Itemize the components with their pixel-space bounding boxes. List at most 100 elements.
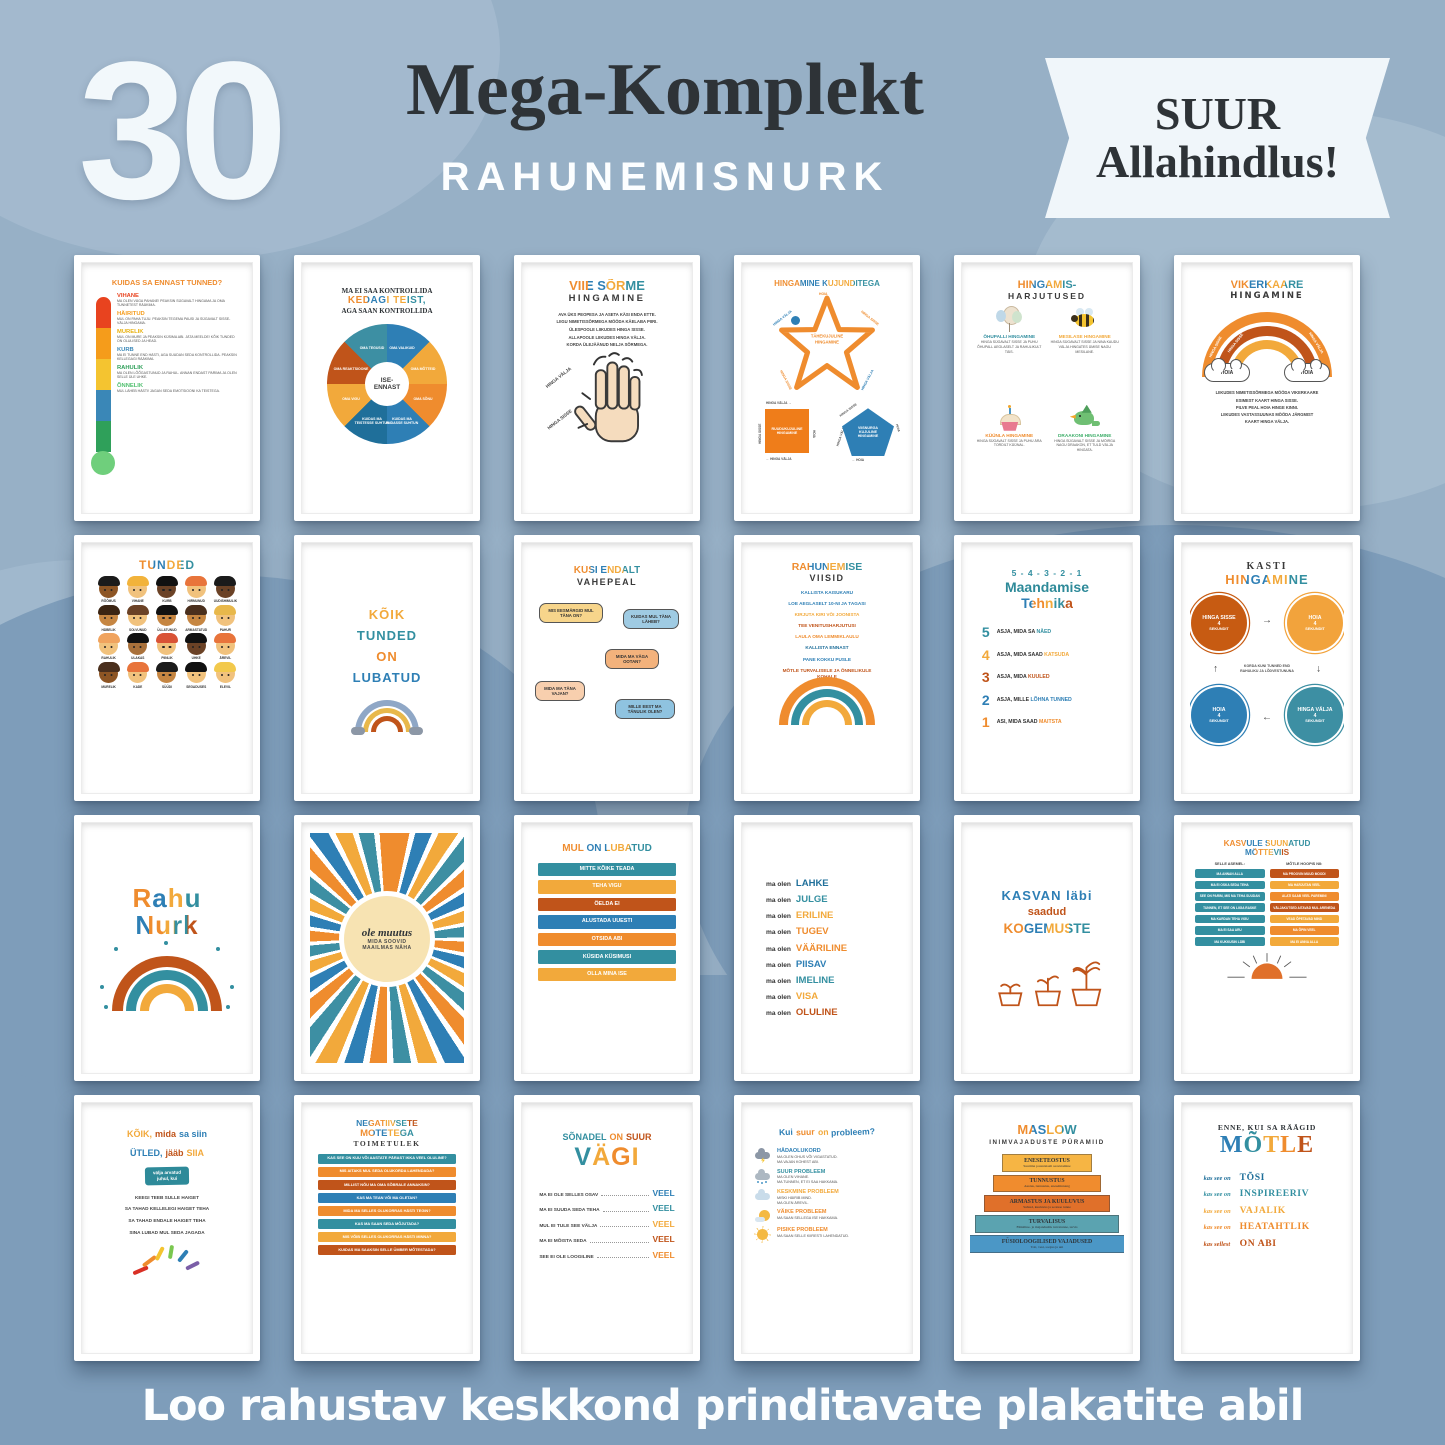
- title-word: probleem?: [830, 1126, 876, 1138]
- poster-frame-shape-breathing: HINGAMINE KUJUNDITEGA TÄHEKUJULINE HINGAM…: [734, 255, 920, 521]
- growth-mindset-column: MÕTLE HOOPIS NII: MA PROOVIN MUUD MOODI …: [1269, 862, 1339, 948]
- instruction-line: KORDA ÜLEJÄÄNUD NELJA SÕRMEGA.: [566, 342, 648, 348]
- header: 30 Mega-Komplekt RAHUNEMISNURK SUUR Alla…: [0, 0, 1445, 250]
- question-bar: KAS SEE ON KUU VÕI AASTATE PÄRAST IKKA V…: [317, 1153, 457, 1164]
- face-avatar: [97, 576, 120, 598]
- statement-word: ON: [376, 649, 398, 664]
- breeze-cloud-icon: [755, 1188, 772, 1204]
- list-item: PANE KOKKU PUSLE: [802, 656, 852, 662]
- title-word: ÜTLED,: [129, 1148, 163, 1159]
- poster-title-line: HARJUTUSED: [1007, 290, 1087, 301]
- statement-word: TUNDED: [356, 628, 418, 643]
- face-avatar: [214, 576, 237, 598]
- poster-frame-calm-corner: Rahu Nurk: [74, 815, 260, 1081]
- poster-frame-growth-mindset: KASVULE SUUNATUD MÕTTEVIIS SELLE ASEMEL:…: [1174, 815, 1360, 1081]
- exception-line: KEEGI TEEB SULLE HAIGET: [134, 1194, 200, 1200]
- speech-bubble: MIDA MA TÄNA VAJAN?: [535, 680, 585, 701]
- poster-frame-all-feelings-allowed: KÕIK TUNDED ON LUBATUD: [294, 535, 480, 801]
- pyramid-level: ARMASTUS JA KUULUVUS Suhted, kuuluvus ja …: [984, 1194, 1110, 1213]
- question-bar: MIDA MA SELLES OLUKORRAS HÄSTI TEGIN?: [317, 1206, 457, 1217]
- pyramid-level: ENESETEOSTUS Suurima potentsiaali saavuta…: [1002, 1154, 1092, 1172]
- star-icon: [779, 295, 875, 391]
- page-subtitle: RAHUNEMISNURK: [440, 155, 890, 199]
- question-bar: MILLIST NÕU MA OMA SÕBRALE ANNAKSIN?: [317, 1179, 457, 1190]
- mindset-item: VEAD ÕPETAVAD MIND: [1269, 914, 1339, 924]
- candle-cake-icon: [994, 404, 1024, 431]
- face-avatar: [185, 576, 208, 598]
- rainbow-icon: [779, 676, 875, 725]
- poster-title-line: KASTI: [1246, 561, 1288, 572]
- poster-title-line: VAHEPEAL: [576, 576, 638, 587]
- poster-title-line: AGA SAAN KONTROLLIDA: [341, 306, 433, 315]
- storm-cloud-icon: [755, 1148, 772, 1164]
- face-avatar: [155, 576, 178, 598]
- exercise-item: ÕHUPALLI HINGAMINE HINGA SÜGAVALT SISSE …: [975, 306, 1044, 398]
- poster-frame-breathing-exercises: HINGAMIS- HARJUTUSED ÕHUPALLI HINGAMINE …: [954, 255, 1140, 521]
- poster-title-word: Nurk: [135, 910, 199, 940]
- title-word: sa siin: [179, 1129, 208, 1139]
- affirmation-row: ma olen OLULINE: [766, 1007, 838, 1019]
- hand-icon: [574, 351, 643, 442]
- feeling-level: MURELIK MUL ON MURE JA PEAKSIN KÜSIMA ABI…: [117, 328, 235, 344]
- allowed-item: TEHA VIGU: [537, 880, 677, 894]
- allowed-item: ÖELDA EI: [537, 897, 677, 912]
- poster-frame-stays-here: KÕIK, mida sa siin ÜTLED, jääb SIIA välja ar…: [74, 1095, 260, 1361]
- dragon-icon: [1069, 404, 1100, 431]
- face-avatar: [155, 633, 178, 655]
- list-item: TEE VENITUSHARJUTUSI: [798, 623, 856, 629]
- title-big-word: MÕTLE: [1219, 1132, 1315, 1158]
- pentagon-breathing-diagram: HINGA SISSE HOIA ← HOIA HINGA VÄLJA VIIS…: [835, 402, 902, 463]
- instruction-line: LIIKUDES VASTASSUUNAS MÖÖDA JÄRGMIST: [1220, 411, 1314, 417]
- affirmation-row: ma olen JULGE: [766, 893, 828, 905]
- poster-frame-words-have-power: SÕNADEL ON SUUR VÄGI MA EI OLE SELLES OSAV…: [514, 1095, 700, 1361]
- poster-title: MASLOW: [1017, 1122, 1077, 1137]
- rain-cloud-icon: [755, 1168, 772, 1184]
- mindset-item: MA EI OSKA SEDA TEHA: [1195, 880, 1265, 890]
- problem-level: SUUR PROBLEEM MA OLEN VIHANE. MA TUNNEN, E…: [755, 1168, 899, 1186]
- instruction-line: PILVE PEAL HOIA HINGE KINNI.: [1235, 404, 1299, 410]
- poster-title: TUNDED: [139, 558, 195, 572]
- title-word: ON: [609, 1132, 624, 1142]
- poster-title-line: NEGATIIVSETE: [356, 1118, 418, 1128]
- rainbow-icon: [351, 698, 423, 735]
- face-avatar: [126, 576, 149, 598]
- poster-title-line: MÕTTEVIIS: [1244, 848, 1290, 858]
- balloon-icon: [994, 306, 1024, 333]
- affirmation-row: ma olen PIISAV: [766, 958, 827, 970]
- ribbon-line2: Allahindlus!: [1096, 136, 1339, 187]
- exception-line: SA TAHAD ENDALE HAIGET TEHA: [128, 1218, 206, 1224]
- poster-frame-i-am-allowed: MUL ON LUBATUD MITTE KÕIKE TEADA TEHA VI…: [514, 815, 700, 1081]
- think-row: kas see on HEATAHTLIK: [1203, 1221, 1310, 1233]
- exception-line: SA TAHAD KELLELEGI HAIGET TEHA: [124, 1206, 210, 1212]
- question-bar: KAS MA SAAN SEDA MÕJUTADA?: [317, 1219, 457, 1230]
- pyramid-level: TURVALISUS Füüsiline- ja majanduslik turv…: [975, 1214, 1119, 1233]
- title-word: SUUR: [626, 1132, 652, 1142]
- exercise-item: DRAAKONI HINGAMINE HINGA SÜGAVALT SISSE …: [1051, 404, 1120, 497]
- poster-title-line: TOIMETULEK: [353, 1138, 421, 1148]
- allowed-item: KÜSIDA KÜSIMUSI: [537, 950, 677, 964]
- box-breathing-cycle: HINGA SISSE 4 SEKUNDIT HOIA 4 SEKUNDIT HINGA…: [1190, 593, 1344, 745]
- script-quote: ole muutus: [361, 926, 413, 939]
- grounding-step: 5 ASJA, MIDA SA NÄED: [981, 624, 1052, 641]
- poster-frame-think-before-you-speak: ENNE, KUI SA RÄÄGID MÕTLE kas see on TÕSI…: [1174, 1095, 1360, 1361]
- poster-frame-negative-thoughts: NEGATIIVSETE MÕTETEGA TOIMETULEK KAS SEE…: [294, 1095, 480, 1361]
- footer-tagline: Loo rahustav keskkond prinditavate plaka…: [141, 1381, 1305, 1431]
- face-avatar: [126, 604, 149, 627]
- title-word: jääb: [165, 1148, 184, 1159]
- instruction-line: AVA ÜKS PEOPESA JA ASETA KÄSI ENDA ETTE.: [558, 311, 656, 317]
- grounding-step: 4 ASJA, MIDA SAAD KATSUDA: [981, 646, 1070, 663]
- arrow-left-icon: ←: [1262, 712, 1272, 724]
- instruction-line: ALLAPOOLE LIIKUDES HINGA VÄLJA.: [568, 334, 646, 340]
- poster-frame-control-wheel: MA EI SAA KONTROLLIDA KEDAGI TEIST, AGA …: [294, 255, 480, 521]
- problem-level: KESKMINE PROBLEEM MISKI HÄIRIB MIND. MA OL…: [755, 1188, 899, 1206]
- boho-rainbow-icon: [100, 941, 234, 1012]
- think-row: kas sellest ON ABI: [1203, 1237, 1277, 1249]
- list-item: KALLISTA ENNAST: [805, 645, 849, 651]
- poster-title-line: VIISID: [809, 573, 845, 584]
- mindset-item: TUNNEN, ET SEE ON LIIGA RASKE: [1195, 903, 1265, 913]
- mindset-item: MA ANNAN ALLA: [1195, 869, 1265, 878]
- instruction-line: LIIGU NIMETISSÕRMEGA MÖÖDA KÄELABA PIIRI…: [556, 319, 658, 325]
- list-item: LOE AEGLASELT 10-NI JA TAGASI: [788, 600, 866, 606]
- arrow-right-icon: →: [1262, 615, 1272, 627]
- hold-cloud: HOIA: [1284, 358, 1330, 383]
